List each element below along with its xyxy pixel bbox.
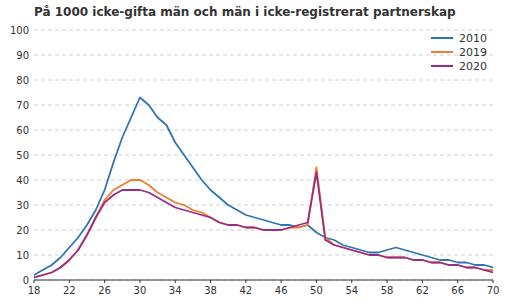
plot-area [34, 98, 493, 278]
x-tick [422, 280, 423, 283]
x-tick [316, 280, 317, 283]
x-tick-label: 58 [381, 285, 394, 296]
legend-label: 2020 [459, 60, 487, 73]
grid-line [34, 80, 493, 81]
x-tick-label: 18 [28, 285, 41, 296]
y-tick-label: 40 [16, 175, 29, 186]
y-tick-label: 60 [16, 125, 29, 136]
x-axis: 18 22 26 30 34 38 42 46 50 54 58 62 66 70 [28, 280, 500, 296]
grid-line [34, 105, 493, 106]
x-tick [210, 280, 211, 283]
x-tick [34, 280, 35, 283]
legend-swatch [431, 65, 453, 67]
y-tick-label: 50 [16, 150, 29, 161]
x-tick [457, 280, 458, 283]
legend: 201020192020 [431, 32, 487, 73]
grid-line [34, 155, 493, 156]
series-line [34, 173, 493, 278]
x-tick-label: 26 [98, 285, 111, 296]
y-tick-label: 0 [23, 275, 29, 286]
x-tick-label: 62 [416, 285, 429, 296]
x-axis-line [34, 280, 493, 281]
legend-swatch [431, 37, 453, 39]
x-tick-label: 34 [169, 285, 182, 296]
x-tick [139, 280, 140, 283]
y-tick-label: 80 [16, 75, 29, 86]
x-tick [69, 280, 70, 283]
x-tick-label: 38 [204, 285, 217, 296]
y-axis: 0 10 20 30 40 50 60 70 80 90 100 [10, 25, 493, 286]
chart-container: På 1000 icke-gifta män och män i icke-re… [0, 0, 505, 302]
y-tick-label: 30 [16, 200, 29, 211]
legend-swatch [431, 51, 453, 53]
grid-line [34, 280, 493, 281]
x-tick-label: 42 [239, 285, 252, 296]
legend-label: 2010 [459, 32, 487, 45]
legend-label: 2019 [459, 46, 487, 59]
series-line [34, 168, 493, 278]
x-tick-label: 30 [134, 285, 147, 296]
chart-title: På 1000 icke-gifta män och män i icke-re… [34, 5, 456, 19]
x-tick [387, 280, 388, 283]
y-tick-label: 70 [16, 100, 29, 111]
grid-line [34, 55, 493, 56]
grid-line [34, 30, 493, 31]
y-tick-label: 100 [10, 25, 29, 36]
x-tick [245, 280, 246, 283]
x-tick [493, 280, 494, 283]
x-tick-label: 22 [63, 285, 76, 296]
y-tick-label: 90 [16, 50, 29, 61]
x-tick-label: 50 [310, 285, 323, 296]
x-tick [281, 280, 282, 283]
grid-line [34, 130, 493, 131]
series-line [34, 98, 493, 276]
x-tick [351, 280, 352, 283]
grid-line [34, 180, 493, 181]
chart-svg: På 1000 icke-gifta män och män i icke-re… [0, 0, 505, 302]
x-tick [175, 280, 176, 283]
y-tick-label: 20 [16, 225, 29, 236]
y-tick-label: 10 [16, 250, 29, 261]
x-tick-label: 54 [345, 285, 358, 296]
x-tick-label: 66 [451, 285, 464, 296]
x-tick-label: 70 [487, 285, 500, 296]
x-tick [104, 280, 105, 283]
x-tick-label: 46 [275, 285, 288, 296]
